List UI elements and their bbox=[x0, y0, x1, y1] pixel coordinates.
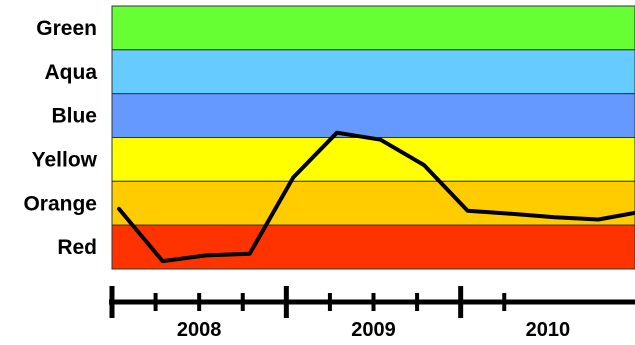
band-label-aqua: Aqua bbox=[45, 61, 98, 84]
band-yellow bbox=[111, 137, 635, 182]
band-blue bbox=[111, 93, 635, 138]
x-axis: 2008 2009 2010 bbox=[109, 286, 635, 341]
series-line bbox=[117, 130, 635, 264]
band-label-group: Green Aqua Blue Yellow Orange Red bbox=[23, 17, 97, 259]
x-tick-label-2008: 2008 bbox=[177, 319, 222, 341]
band-red bbox=[111, 224, 635, 270]
x-tick-label-2009: 2009 bbox=[351, 319, 396, 341]
band-green bbox=[111, 5, 635, 51]
band-group bbox=[111, 5, 635, 270]
band-label-blue: Blue bbox=[51, 105, 97, 128]
band-label-red: Red bbox=[57, 236, 97, 259]
x-tick-label-2010: 2010 bbox=[526, 319, 571, 341]
band-label-yellow: Yellow bbox=[32, 148, 98, 171]
band-label-green: Green bbox=[36, 17, 97, 40]
band-aqua bbox=[111, 49, 635, 95]
band-label-orange: Orange bbox=[23, 192, 97, 215]
